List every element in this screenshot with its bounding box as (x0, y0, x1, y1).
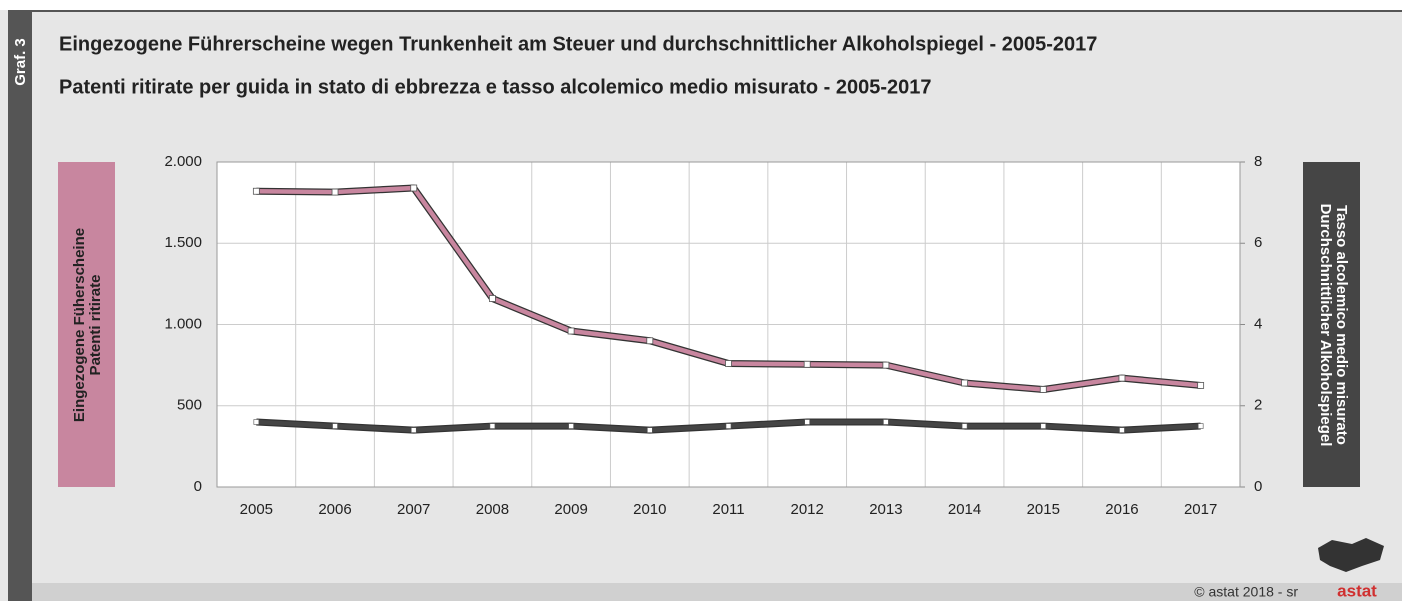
x-tick-label: 2009 (554, 501, 587, 518)
y-tick-label: 1.000 (164, 315, 202, 332)
x-tick-label: 2006 (318, 501, 351, 518)
y-tick-label: 2.000 (164, 153, 202, 170)
y-tick-label: 500 (177, 397, 202, 414)
x-tick-label: 2017 (1184, 501, 1217, 518)
side-label: Graf. 3 (12, 38, 29, 86)
point (489, 295, 496, 302)
plot-border (216, 161, 1241, 488)
x-tick-label: 2015 (1027, 501, 1060, 518)
top-margin (0, 0, 1402, 10)
side-bar (8, 10, 32, 601)
point (1039, 386, 1047, 393)
y-tick-label: 0 (194, 478, 202, 495)
chart-subtitle: Patenti ritirate per guida in stato di e… (59, 76, 932, 98)
point (961, 423, 968, 429)
footer: © astat 2018 - sr (1194, 584, 1298, 600)
point (1119, 427, 1125, 433)
x-tick-label: 2011 (712, 501, 744, 518)
y2-tick-label: 6 (1254, 234, 1262, 251)
point (410, 427, 417, 433)
y-tick-label: 1.500 (164, 234, 202, 251)
point (882, 361, 890, 369)
x-tick-label: 2007 (397, 501, 430, 518)
logo-mark (1318, 538, 1384, 572)
y2-axis-label: Durchschnittlicher Alkoholspiegel (1317, 204, 1334, 447)
y2-label-box (1303, 162, 1360, 487)
point (961, 379, 968, 387)
point (332, 423, 338, 429)
point (804, 419, 810, 425)
x-tick-label: 2010 (633, 501, 666, 518)
point (725, 360, 732, 367)
point (567, 327, 575, 335)
chart-title: Eingezogene Führerscheine wegen Trunkenh… (59, 33, 1097, 55)
x-tick-label: 2012 (791, 501, 824, 518)
y2-tick-label: 0 (1254, 478, 1262, 495)
x-tick-label: 2013 (869, 501, 902, 518)
point (253, 419, 260, 425)
y-label-box (58, 162, 115, 487)
x-tick-label: 2005 (240, 501, 273, 518)
point (803, 360, 811, 368)
y2-tick-label: 8 (1254, 153, 1262, 170)
point (252, 187, 260, 195)
y-axis-label: Eingezogene Füherscheine (71, 228, 88, 422)
point (1197, 423, 1204, 429)
logo: astat (1337, 581, 1377, 600)
y2-tick-label: 4 (1254, 315, 1262, 332)
y-axis-label: Patenti ritirate (87, 275, 104, 376)
point (1118, 374, 1126, 382)
point (725, 423, 732, 429)
point (568, 423, 574, 429)
y2-tick-label: 2 (1254, 397, 1262, 414)
footer-strip (32, 583, 1402, 601)
point (883, 419, 889, 425)
y2-axis-label: Tasso alcolemico medio misurato (1333, 205, 1350, 445)
point (331, 188, 339, 196)
x-tick-label: 2008 (476, 501, 509, 518)
point (410, 184, 418, 192)
point (646, 337, 654, 345)
x-tick-label: 2016 (1105, 501, 1138, 518)
point (647, 427, 653, 433)
point (1197, 382, 1205, 389)
x-tick-label: 2014 (948, 501, 981, 518)
point (489, 423, 496, 429)
point (1040, 423, 1047, 429)
